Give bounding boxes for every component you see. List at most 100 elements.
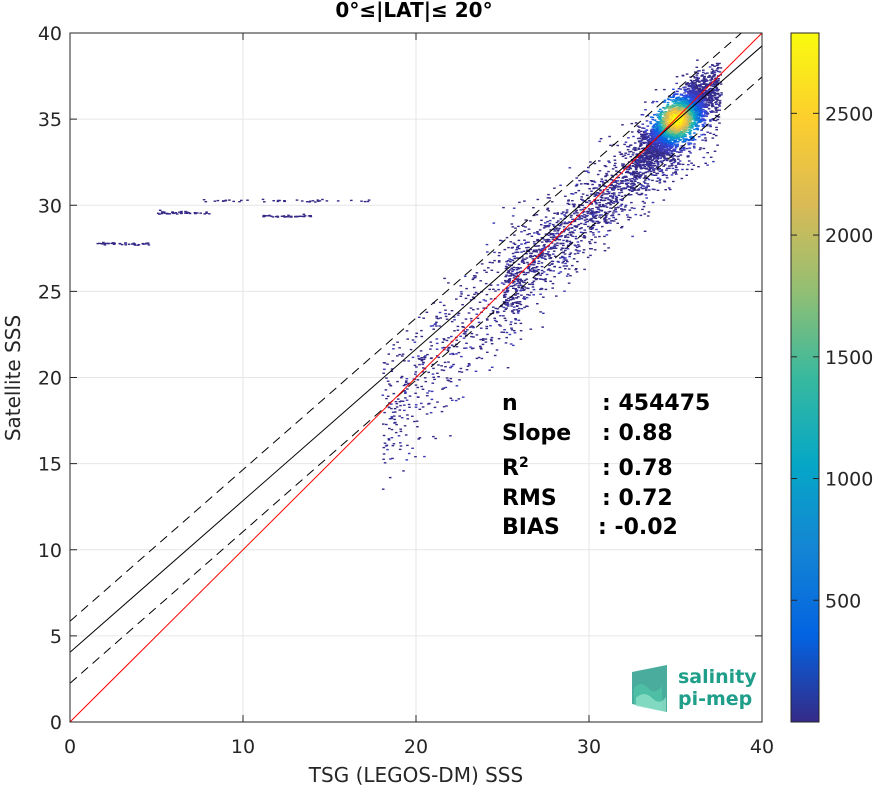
density-cell [666,103,670,106]
density-cell [620,182,623,184]
density-cell [561,262,564,264]
density-cell [399,404,402,407]
density-cell [566,273,570,275]
density-cell [555,295,558,297]
density-cell [506,290,510,292]
density-cell [547,234,551,236]
density-cell [703,83,707,86]
density-cell [676,90,679,93]
density-cell [406,418,410,420]
density-cell [655,146,658,148]
density-cell [681,147,685,150]
density-cell [540,255,544,257]
density-cell [620,191,624,193]
density-cell [678,109,681,111]
density-cell [712,133,716,136]
density-cell [512,330,516,332]
density-cell [598,214,602,216]
density-cell [652,128,655,131]
density-cell [476,293,480,295]
density-cell [627,189,631,191]
density-cell [697,103,701,105]
density-cell [570,214,573,217]
density-cell [598,160,601,162]
density-cell [460,293,463,295]
density-cell [712,83,715,85]
density-cell [147,244,151,246]
density-cell [544,222,547,224]
density-cell [658,142,661,145]
density-cell [699,147,702,149]
density-cell [559,184,562,186]
density-cell [512,344,515,347]
density-cell [685,131,688,133]
density-cell [604,165,608,168]
density-cell [704,103,708,106]
density-cell [669,114,672,116]
density-cell [608,161,611,164]
density-cell [400,375,404,378]
density-cell [712,160,715,163]
density-cell [523,279,527,282]
density-cell [388,427,391,430]
density-cell [671,146,674,148]
density-cell [698,86,702,88]
density-cell [514,301,518,303]
density-cell [416,386,420,389]
density-cell [645,138,648,140]
density-cell [696,59,699,61]
density-cell [544,216,548,218]
density-cell [682,140,686,143]
density-cell [569,275,572,277]
density-cell [716,144,719,146]
density-cell [390,417,394,419]
density-cell [614,207,617,209]
density-cell [276,200,280,203]
density-cell [641,147,644,150]
density-cell [630,122,634,125]
density-cell [503,329,506,331]
density-cell [592,220,595,222]
density-cell [663,88,666,91]
density-cell [598,204,601,206]
density-cell [665,167,669,170]
density-cell [654,174,658,176]
density-cell [407,360,410,362]
density-cell [590,203,593,205]
density-cell [603,211,607,213]
density-cell [500,282,504,284]
density-cell [498,260,501,262]
density-cell [677,88,681,90]
density-cell [645,160,648,163]
density-cell [533,271,537,273]
density-cell [630,181,634,183]
density-cell [587,225,590,228]
density-cell [714,109,718,111]
density-cell [511,226,515,228]
density-cell [464,297,468,300]
density-cell [648,155,651,157]
density-cell [674,101,678,103]
density-cell [694,84,698,86]
density-cell [407,452,411,455]
density-cell [519,267,522,269]
density-cell [564,247,568,250]
density-cell [659,112,662,115]
density-cell [659,125,663,127]
density-cell [695,93,699,95]
density-cell [555,237,559,239]
density-cell [536,232,539,234]
density-cell [637,188,641,190]
density-cell [681,168,684,171]
density-cell [707,103,711,105]
density-cell [653,113,657,116]
density-cell [702,71,705,74]
density-cell [631,172,635,174]
density-cell [411,447,414,449]
density-cell [651,136,654,138]
density-cell [504,342,508,344]
density-cell [187,212,191,214]
density-cell [417,355,420,357]
density-cell [634,161,637,164]
density-cell [659,116,662,118]
